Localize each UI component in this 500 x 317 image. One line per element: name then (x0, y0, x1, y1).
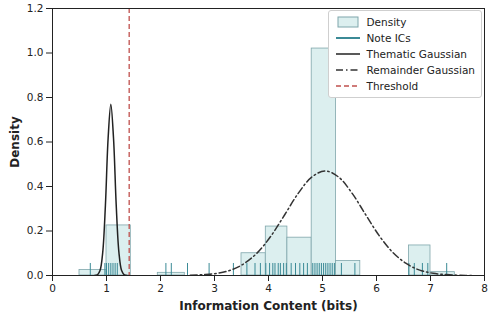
html-text:Thematic Gaussian: Thematic Gaussian (366, 48, 467, 60)
html-text:Density: Density (366, 16, 407, 28)
svg-text:1.0: 1.0 (27, 46, 44, 58)
svg-text:0.2: 0.2 (27, 224, 44, 236)
svg-text:2: 2 (157, 282, 164, 294)
svg-text:4: 4 (265, 282, 272, 294)
svg-text:Density: Density (8, 116, 22, 168)
html-text:Threshold: Threshold (366, 80, 419, 92)
svg-text:0.0: 0.0 (27, 269, 44, 281)
svg-text:Information Content (bits): Information Content (bits) (179, 299, 357, 313)
svg-text:0.8: 0.8 (27, 91, 44, 103)
svg-text:6: 6 (373, 282, 380, 294)
html-text:Note ICs: Note ICs (366, 32, 411, 44)
svg-text:5: 5 (319, 282, 326, 294)
svg-text:3: 3 (211, 282, 218, 294)
svg-text:0: 0 (49, 282, 56, 294)
svg-text:1: 1 (103, 282, 110, 294)
svg-text:0.6: 0.6 (27, 135, 44, 147)
svg-text:0.4: 0.4 (27, 180, 44, 192)
svg-text:7: 7 (427, 282, 434, 294)
svg-text:1.2: 1.2 (27, 2, 44, 14)
html-text:Remainder Gaussian: Remainder Gaussian (366, 64, 475, 76)
svg-text:8: 8 (481, 282, 488, 294)
